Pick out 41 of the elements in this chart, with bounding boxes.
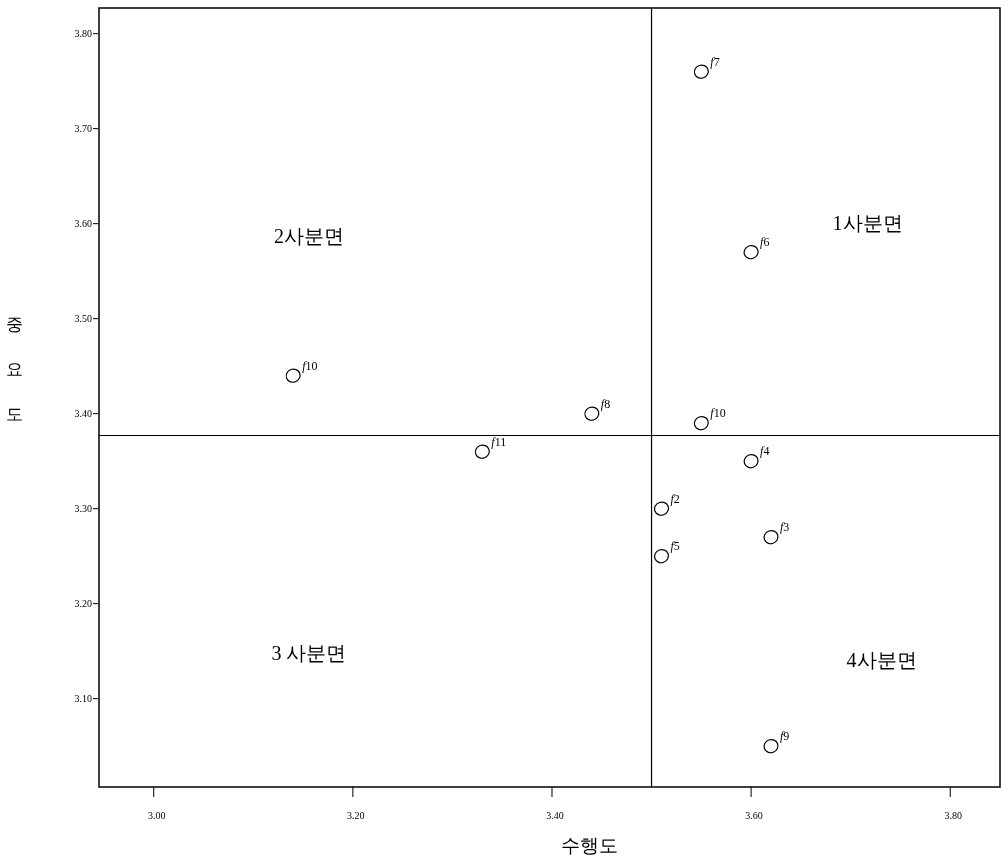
x-tick-label: 3.60	[745, 810, 763, 821]
y-tick-label: 3.20	[74, 598, 92, 610]
x-tick-label: 3.40	[546, 810, 564, 821]
x-tick-label: 3.80	[944, 810, 962, 821]
data-label: f6	[760, 235, 770, 250]
data-label: f8	[600, 396, 611, 411]
point	[763, 738, 779, 754]
point	[743, 453, 759, 469]
annotation: 1사분면	[832, 212, 903, 235]
y-tick-label: 3.50	[74, 313, 92, 325]
ylabel: 중요도	[5, 315, 23, 424]
y-tick-label: 3.10	[74, 693, 92, 705]
data-label: f7	[710, 54, 720, 69]
data-label: f11	[491, 434, 507, 449]
point	[693, 415, 709, 431]
x-tick-label: 3.00	[148, 810, 166, 821]
data-label: f10	[710, 406, 726, 421]
data-label: f9	[780, 729, 790, 744]
point	[743, 244, 759, 260]
annotation: 4사분면	[846, 649, 917, 672]
x-tick-label: 3.20	[347, 810, 365, 821]
point	[693, 64, 709, 79]
point	[763, 529, 779, 545]
x-axis-title: 수행도	[561, 835, 618, 856]
y-tick-label: 3.70	[74, 123, 92, 135]
y-tick-label: 3.30	[74, 503, 92, 515]
data-label: f10	[302, 358, 318, 373]
y-tick-label: 3.60	[74, 218, 92, 230]
point	[474, 444, 490, 459]
annotation: 2사분면	[273, 225, 344, 248]
data-label: f4	[760, 444, 770, 459]
point	[285, 368, 301, 383]
y-tick-label: 3.40	[74, 408, 92, 420]
point	[584, 406, 600, 421]
data-label: f2	[670, 491, 680, 506]
point	[653, 548, 670, 564]
y-tick-label: 3.80	[74, 28, 92, 40]
data-label: f3	[780, 520, 790, 535]
annotation: 3 사분면	[271, 642, 347, 665]
point	[653, 501, 670, 516]
data-label: f5	[670, 539, 680, 554]
